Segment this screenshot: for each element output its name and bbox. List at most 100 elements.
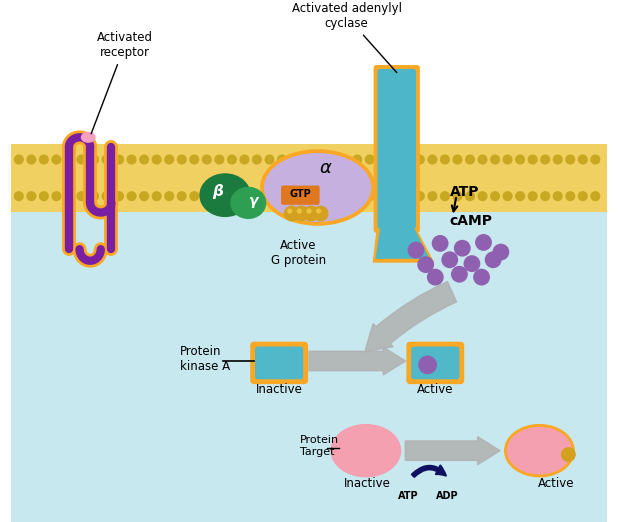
Circle shape — [52, 192, 61, 200]
Circle shape — [52, 155, 61, 164]
Circle shape — [453, 155, 462, 164]
Circle shape — [14, 192, 23, 200]
Circle shape — [442, 252, 457, 267]
Text: cAMP: cAMP — [450, 214, 493, 228]
Circle shape — [493, 244, 509, 260]
Circle shape — [165, 155, 174, 164]
Circle shape — [465, 155, 475, 164]
Circle shape — [277, 155, 286, 164]
Circle shape — [528, 155, 537, 164]
Circle shape — [177, 155, 186, 164]
Circle shape — [102, 192, 111, 200]
Text: β: β — [212, 184, 223, 199]
Circle shape — [391, 155, 399, 164]
Ellipse shape — [82, 133, 95, 142]
Polygon shape — [373, 230, 434, 263]
Circle shape — [290, 155, 299, 164]
Polygon shape — [376, 226, 430, 259]
Circle shape — [203, 155, 211, 164]
Circle shape — [115, 155, 124, 164]
Circle shape — [277, 192, 286, 200]
Circle shape — [102, 155, 111, 164]
Circle shape — [215, 155, 224, 164]
Circle shape — [65, 155, 74, 164]
Circle shape — [190, 192, 198, 200]
Circle shape — [378, 192, 387, 200]
Circle shape — [297, 209, 302, 213]
Circle shape — [353, 155, 362, 164]
FancyArrowPatch shape — [412, 466, 446, 477]
Circle shape — [127, 155, 136, 164]
Circle shape — [419, 356, 436, 374]
Text: Protein
kinase A: Protein kinase A — [180, 345, 230, 373]
FancyBboxPatch shape — [378, 69, 416, 229]
FancyBboxPatch shape — [407, 342, 464, 384]
Circle shape — [516, 192, 525, 200]
Circle shape — [476, 235, 491, 250]
Circle shape — [503, 155, 512, 164]
FancyArrowPatch shape — [405, 437, 500, 465]
Circle shape — [177, 192, 186, 200]
Circle shape — [90, 155, 98, 164]
FancyBboxPatch shape — [281, 185, 320, 205]
Circle shape — [284, 206, 299, 221]
Circle shape — [562, 448, 575, 461]
Circle shape — [403, 155, 412, 164]
Circle shape — [478, 155, 487, 164]
Text: Inactive: Inactive — [256, 383, 303, 396]
Text: Active
G protein: Active G protein — [271, 239, 326, 267]
Circle shape — [441, 192, 449, 200]
Text: Activated adenylyl
cyclase: Activated adenylyl cyclase — [292, 2, 402, 73]
Circle shape — [485, 252, 501, 267]
Circle shape — [265, 192, 274, 200]
Circle shape — [303, 155, 311, 164]
Ellipse shape — [265, 153, 371, 221]
FancyBboxPatch shape — [255, 347, 303, 379]
Circle shape — [528, 192, 537, 200]
Text: γ: γ — [248, 194, 258, 208]
Circle shape — [578, 155, 587, 164]
Circle shape — [378, 155, 387, 164]
Text: Active: Active — [538, 477, 574, 490]
Circle shape — [566, 155, 575, 164]
Ellipse shape — [507, 428, 571, 474]
Text: Inactive: Inactive — [344, 477, 391, 490]
Circle shape — [328, 155, 336, 164]
Circle shape — [253, 192, 261, 200]
Circle shape — [516, 155, 525, 164]
Circle shape — [140, 155, 148, 164]
Circle shape — [578, 192, 587, 200]
Circle shape — [453, 192, 462, 200]
Bar — [11, 211, 607, 522]
Circle shape — [433, 235, 448, 251]
Circle shape — [290, 192, 299, 200]
Circle shape — [14, 155, 23, 164]
Circle shape — [240, 155, 249, 164]
Circle shape — [288, 209, 292, 213]
Circle shape — [153, 192, 161, 200]
FancyArrowPatch shape — [309, 347, 405, 375]
Bar — [11, 144, 607, 211]
Circle shape — [227, 155, 236, 164]
Circle shape — [40, 192, 48, 200]
FancyBboxPatch shape — [374, 65, 420, 233]
Circle shape — [303, 192, 311, 200]
Circle shape — [27, 155, 36, 164]
Circle shape — [441, 155, 449, 164]
Circle shape — [391, 192, 399, 200]
Circle shape — [474, 269, 489, 285]
Circle shape — [316, 209, 321, 213]
Circle shape — [403, 192, 412, 200]
Circle shape — [328, 192, 336, 200]
Circle shape — [541, 192, 549, 200]
Circle shape — [165, 192, 174, 200]
Circle shape — [455, 241, 470, 256]
Circle shape — [553, 155, 562, 164]
Circle shape — [503, 192, 512, 200]
Circle shape — [566, 192, 575, 200]
Circle shape — [341, 192, 349, 200]
Circle shape — [190, 155, 198, 164]
Circle shape — [227, 192, 236, 200]
Circle shape — [27, 192, 36, 200]
Circle shape — [140, 192, 148, 200]
